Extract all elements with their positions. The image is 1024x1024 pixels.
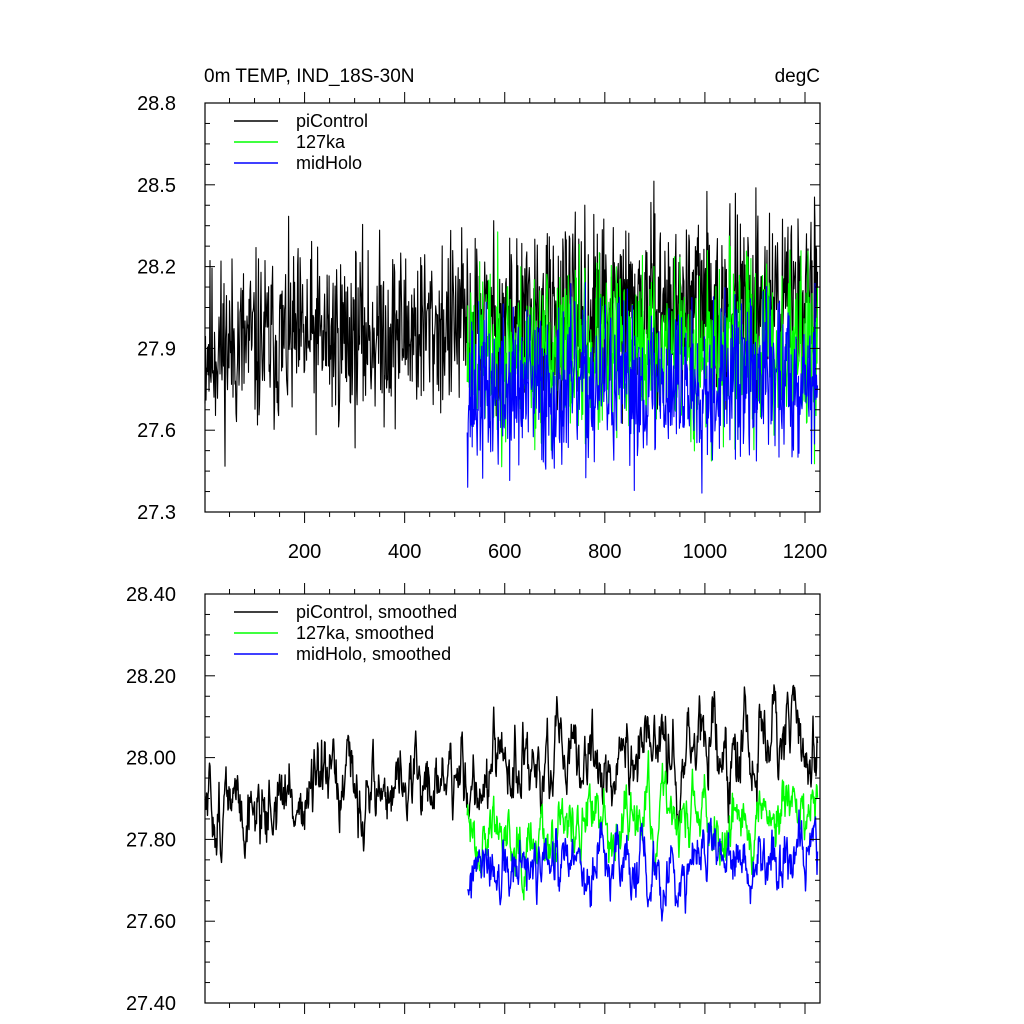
y-tick-label: 27.9 (137, 338, 176, 360)
y-tick-label: 28.8 (137, 93, 176, 115)
top-panel: 0m TEMP, IND_18S-30N degC 27.3 27.6 27.9 28… (137, 66, 827, 563)
x-tick-label: 600 (488, 541, 521, 563)
legend-label: midHolo, smoothed (296, 644, 451, 664)
x-tick-label: 800 (588, 541, 621, 563)
legend-label: piControl (296, 111, 368, 131)
y-tick-label: 27.3 (137, 502, 176, 524)
y-tick-label: 27.80 (126, 829, 176, 851)
series-line-127ka (466, 231, 819, 468)
series-line-picontrol-smoothed (204, 684, 819, 864)
y-tick-label: 27.40 (126, 993, 176, 1015)
series-line-midholo (466, 282, 819, 494)
x-tick-label: 200 (288, 541, 321, 563)
y-tick-label: 27.60 (126, 911, 176, 933)
y-tick-label: 27.6 (137, 420, 176, 442)
x-tick-label: 1200 (783, 541, 828, 563)
x-tick-label: 1000 (683, 541, 728, 563)
y-tick-label: 28.40 (126, 584, 176, 606)
x-tick-label: 400 (388, 541, 421, 563)
top-panel-title: 0m TEMP, IND_18S-30N (204, 66, 415, 87)
legend-label: piControl, smoothed (296, 602, 457, 622)
series-line-midholo-smoothed (467, 809, 819, 922)
y-tick-label: 28.5 (137, 175, 176, 197)
y-tick-label: 28.20 (126, 666, 176, 688)
legend-label: midHolo (296, 153, 362, 173)
top-panel-units: degC (775, 66, 820, 87)
y-tick-label: 28.00 (126, 748, 176, 770)
legend-label: 127ka, smoothed (296, 623, 434, 643)
bottom-panel: 27.40 27.60 27.80 28.00 28.20 28.40 piControl,… (126, 583, 821, 1015)
y-tick-label: 28.2 (137, 257, 176, 279)
legend-label: 127ka (296, 132, 346, 152)
